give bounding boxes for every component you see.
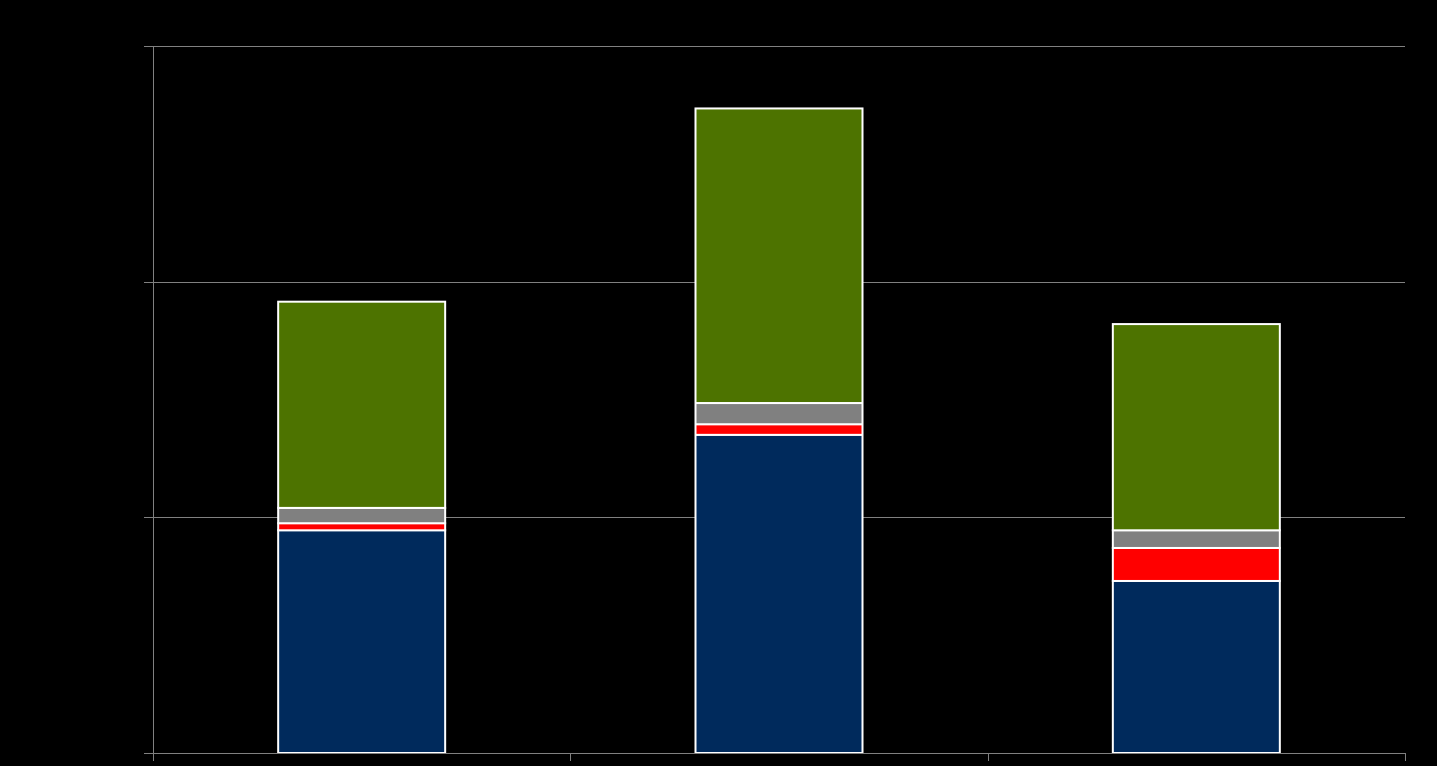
bar-segment-0-1 xyxy=(277,522,447,532)
bar-segment-1-0 xyxy=(694,433,864,754)
bars xyxy=(277,107,1281,754)
bar-segment-0-2 xyxy=(277,506,447,525)
bar-segment-0-0 xyxy=(277,529,447,754)
bar-segment-2-1 xyxy=(1111,546,1281,582)
bar-segment-1-1 xyxy=(694,423,864,436)
bar-segment-1-3 xyxy=(694,107,864,405)
bar-segment-1-2 xyxy=(694,402,864,426)
bar-segment-2-0 xyxy=(1111,579,1281,754)
bar-segment-2-3 xyxy=(1111,323,1281,532)
axes xyxy=(144,46,1406,761)
bar-segment-0-3 xyxy=(277,300,447,509)
bar-segment-2-2 xyxy=(1111,529,1281,549)
